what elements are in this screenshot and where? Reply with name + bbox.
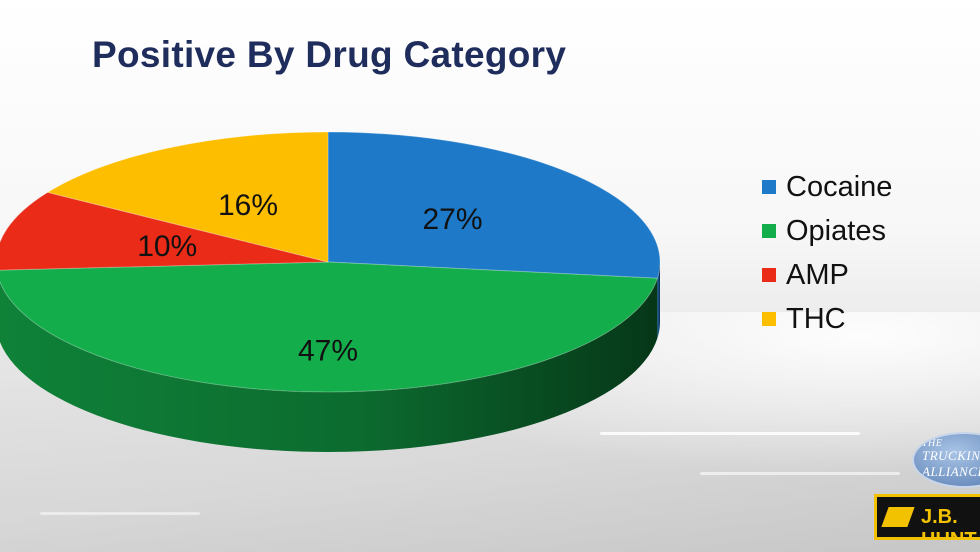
legend-swatch xyxy=(762,312,776,326)
pie-side-opiates xyxy=(0,278,658,452)
pie-slice-cocaine xyxy=(327,131,661,279)
jb-hunt-wordmark: J.B. HUNT xyxy=(921,506,977,540)
legend-item-thc: THC xyxy=(762,297,892,341)
pie-slice-thc xyxy=(46,131,329,263)
jb-hunt-logo: J.B. HUNT xyxy=(874,494,980,540)
data-label-thc: 16% xyxy=(218,189,278,222)
legend-swatch xyxy=(762,180,776,194)
trucking-alliance-logo: THE TRUCKING ALLIANCE xyxy=(912,432,980,488)
legend-item-amp: AMP xyxy=(762,253,892,297)
road-streak xyxy=(40,512,200,515)
data-label-opiates: 47% xyxy=(298,334,358,367)
legend-swatch xyxy=(762,224,776,238)
legend-label: Cocaine xyxy=(786,170,893,203)
legend-swatch xyxy=(762,268,776,282)
legend-label: THC xyxy=(786,302,846,335)
legend-item-cocaine: Cocaine xyxy=(762,165,892,209)
chart-legend: Cocaine Opiates AMP THC xyxy=(762,165,892,341)
legend-label: Opiates xyxy=(786,214,886,247)
chart-title: Positive By Drug Category xyxy=(92,34,567,75)
road-streak xyxy=(700,472,900,475)
pie-slice-opiates xyxy=(0,261,659,393)
legend-label: AMP xyxy=(786,258,849,291)
data-label-amp: 10% xyxy=(137,230,197,263)
legend-item-opiates: Opiates xyxy=(762,209,892,253)
pie-side-cocaine xyxy=(657,262,660,339)
data-label-cocaine: 27% xyxy=(422,203,482,236)
jb-hunt-mark xyxy=(881,507,915,527)
road-streak xyxy=(600,432,860,435)
pie-slice-amp xyxy=(0,191,329,271)
